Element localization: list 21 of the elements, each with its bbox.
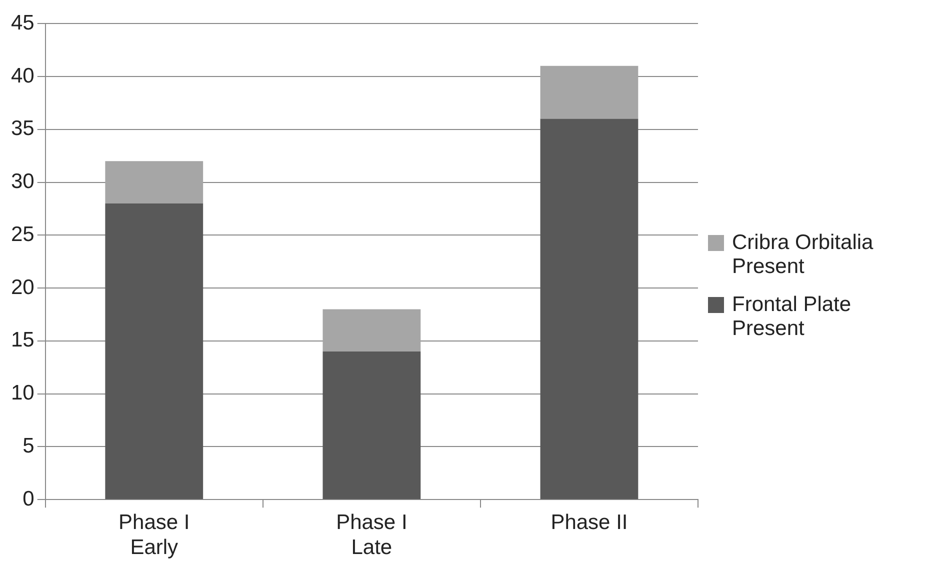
y-tick-label: 40 xyxy=(11,64,34,88)
bar xyxy=(105,161,204,204)
y-tick-label: 35 xyxy=(11,117,34,140)
y-tick-label: 45 xyxy=(11,11,34,34)
y-tick-label: 0 xyxy=(22,487,34,510)
y-tick-label: 15 xyxy=(11,328,34,352)
bar xyxy=(540,66,638,119)
legend-label: Frontal Plate Present xyxy=(732,293,852,341)
legend-label: Cribra Orbitalia Present xyxy=(732,231,874,279)
bar xyxy=(322,352,421,500)
bar xyxy=(105,203,204,500)
x-tick-label: Phase I Late xyxy=(336,510,408,560)
y-tick-label: 5 xyxy=(22,434,34,458)
y-tick-label: 30 xyxy=(11,170,34,194)
y-tick-label: 25 xyxy=(11,222,34,246)
x-tick-label: Phase I Early xyxy=(118,510,190,560)
bar xyxy=(540,118,638,500)
bar xyxy=(322,309,421,352)
x-tick-label: Phase II xyxy=(550,510,628,534)
y-tick-label: 10 xyxy=(11,382,34,405)
y-tick-label: 20 xyxy=(11,276,34,299)
